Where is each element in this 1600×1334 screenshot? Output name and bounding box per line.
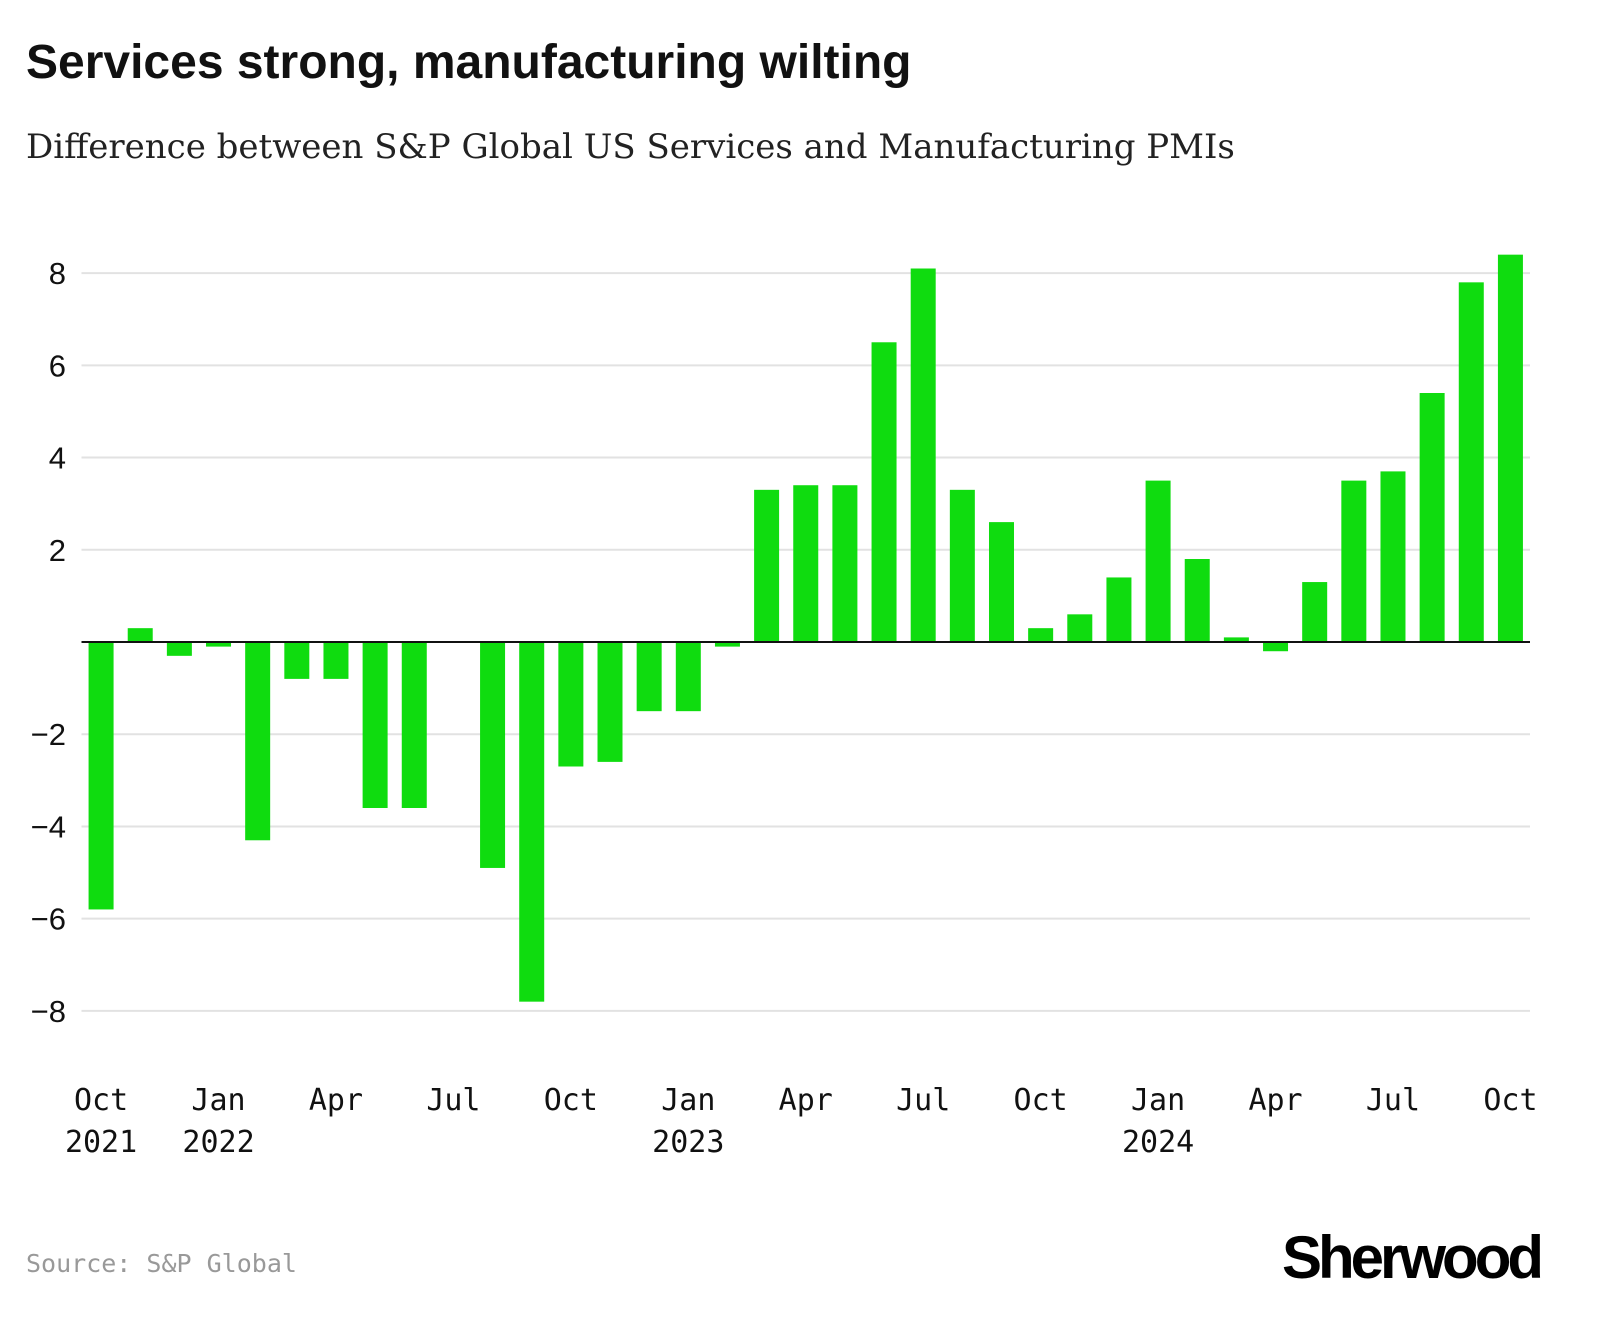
bar — [1067, 614, 1093, 642]
y-tick-label: 2 — [49, 533, 66, 568]
x-tick-label: Oct — [1013, 1083, 1068, 1118]
bar — [362, 642, 388, 808]
y-tick-label: 4 — [49, 441, 66, 476]
x-tick-label: Jul — [896, 1083, 951, 1118]
bar — [636, 642, 662, 712]
y-tick-label: −6 — [31, 902, 66, 937]
y-tick-label: −8 — [31, 994, 66, 1029]
bar — [754, 489, 780, 642]
brand-logo: Sherwood — [1282, 1224, 1540, 1291]
bar — [480, 642, 506, 868]
bar — [1341, 480, 1367, 642]
bar — [988, 522, 1014, 642]
bar — [714, 642, 740, 647]
bar — [1263, 642, 1289, 652]
bar — [1028, 628, 1054, 642]
bar — [206, 642, 232, 647]
bar — [1184, 559, 1210, 642]
bar — [1223, 637, 1249, 642]
bar — [1302, 582, 1328, 642]
bar — [793, 485, 819, 642]
bar — [166, 642, 192, 656]
y-tick-label: −4 — [31, 809, 66, 844]
bar — [88, 642, 114, 910]
x-tick-label: Oct 2021 — [64, 1083, 138, 1160]
bar — [127, 628, 153, 642]
bar — [1145, 480, 1171, 642]
x-tick-label: Jul — [1365, 1083, 1421, 1118]
x-tick-label: Oct — [1483, 1083, 1538, 1118]
bar — [401, 642, 427, 808]
y-tick-label: 8 — [49, 256, 66, 291]
x-tick-label: Jan 2024 — [1121, 1083, 1195, 1160]
bar — [284, 642, 310, 679]
bar — [675, 642, 701, 712]
x-tick-label: Jul — [426, 1083, 481, 1118]
x-tick-label: Jan 2022 — [182, 1083, 255, 1160]
x-tick-label: Oct — [543, 1083, 598, 1118]
x-tick-label: Apr — [778, 1083, 833, 1118]
bar — [558, 642, 584, 767]
bar — [1380, 471, 1406, 642]
y-tick-label: 6 — [49, 348, 66, 383]
bar — [245, 642, 271, 841]
bar — [871, 342, 897, 642]
bar — [1497, 254, 1523, 642]
bar — [597, 642, 623, 762]
bar — [1106, 577, 1132, 642]
bar — [949, 489, 975, 642]
bar — [1458, 282, 1484, 642]
bar — [910, 268, 936, 642]
y-tick-label: −2 — [31, 717, 66, 752]
chart-title: Services strong, manufacturing wilting — [26, 36, 912, 89]
bar — [1419, 393, 1445, 642]
x-tick-label: Jan 2023 — [652, 1083, 725, 1160]
bar — [832, 485, 858, 642]
source: Source: S&P Global — [26, 1249, 297, 1278]
chart-subtitle: Difference between S&P Global US Service… — [26, 127, 1235, 167]
x-tick-label: Apr — [308, 1083, 364, 1118]
bar — [519, 642, 545, 1002]
bar — [323, 642, 349, 679]
x-tick-label: Apr — [1248, 1083, 1303, 1118]
